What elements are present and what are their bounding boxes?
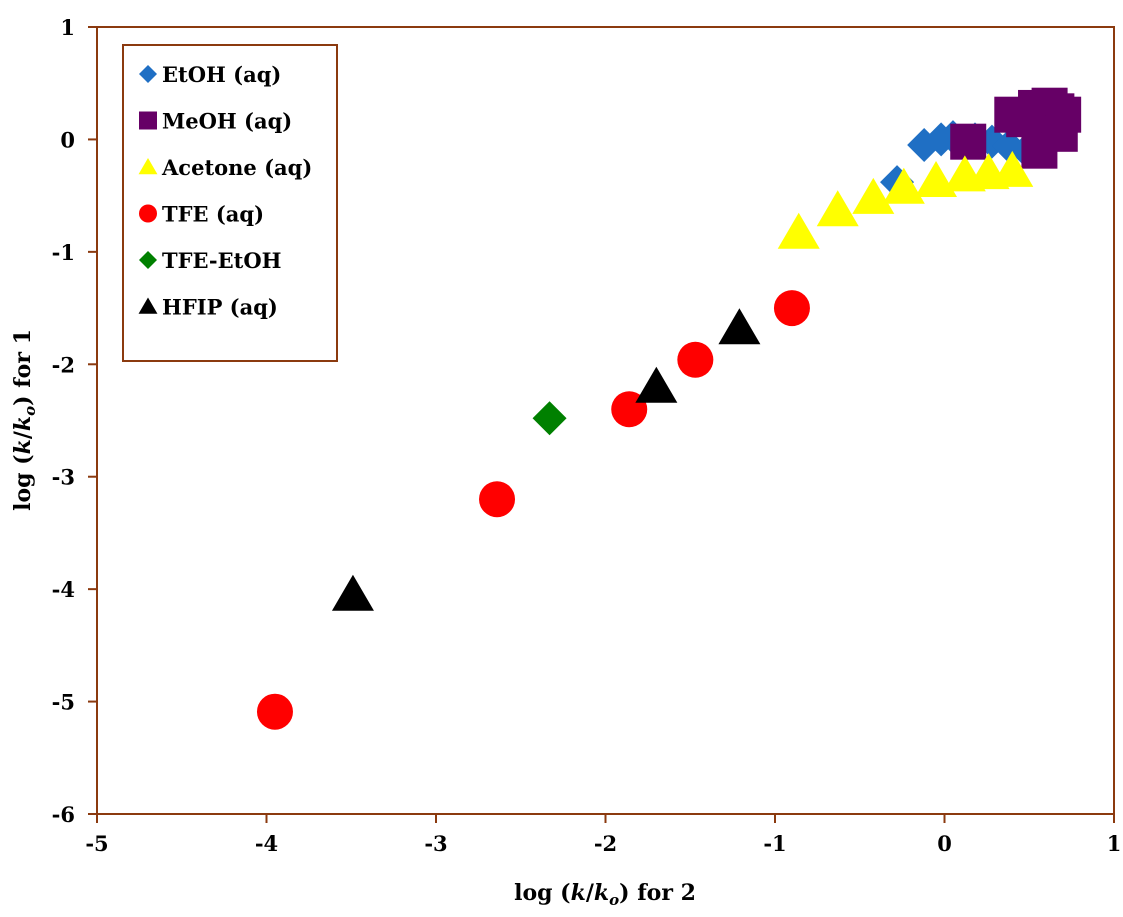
y-tick-label: -5 <box>52 690 75 715</box>
x-tick-label: -1 <box>763 831 786 856</box>
y-tick-label: 1 <box>60 15 75 40</box>
legend-marker-tfe-aq <box>139 204 157 223</box>
x-axis-ticks: -5 -4 -3 -2 -1 0 1 <box>85 814 1121 856</box>
data-point-acetone-aq <box>882 167 925 204</box>
legend-marker-meoh-aq <box>139 111 157 130</box>
data-point-hfip-aq <box>635 366 678 403</box>
x-axis-title-k: k <box>571 880 586 906</box>
legend-marker-etoh-aq <box>139 65 157 83</box>
y-tick-label: 0 <box>60 127 75 152</box>
legend-marker-hfip-aq <box>138 297 158 314</box>
x-tick-label: -5 <box>85 831 108 856</box>
legend-label-tfe-aq: TFE (aq) <box>162 202 264 227</box>
data-point-tfe-aq <box>677 341 714 378</box>
y-axis-title-subscript: o <box>21 406 39 416</box>
data-point-meoh-aq <box>1041 115 1078 152</box>
x-axis-title-suffix: ) for 2 <box>619 880 696 906</box>
legend-box <box>122 44 338 362</box>
data-point-meoh-aq <box>950 123 987 160</box>
x-tick-label: 1 <box>1107 831 1122 856</box>
y-axis-ticks: 1 0 -1 -2 -3 -4 -5 -6 <box>52 15 97 827</box>
x-tick-label: 0 <box>937 831 952 856</box>
y-tick-label: -4 <box>52 577 75 602</box>
x-axis-title-prefix: log ( <box>514 880 570 906</box>
x-tick-label: -3 <box>424 831 447 856</box>
legend-label-tfe-etoh: TFE-EtOH <box>162 248 282 273</box>
y-tick-label: -3 <box>52 465 75 490</box>
data-point-tfe-aq <box>256 693 293 730</box>
data-point-acetone-aq <box>852 177 895 214</box>
x-tick-label: -2 <box>594 831 617 856</box>
data-point-acetone-aq <box>991 150 1034 187</box>
legend-label-acetone-aq: Acetone (aq) <box>161 155 312 180</box>
x-axis-title-k2: k <box>594 880 609 906</box>
y-tick-label: -1 <box>52 240 75 265</box>
y-axis-title: log (k/ko) for 1 <box>10 329 39 511</box>
y-tick-label: -2 <box>52 352 75 377</box>
y-axis-title-prefix: log ( <box>10 454 36 510</box>
x-axis-title-subscript: o <box>609 891 619 909</box>
data-point-tfe-aq <box>773 290 810 327</box>
data-point-tfe-etoh <box>532 401 567 436</box>
x-axis-title-slash: / <box>586 880 595 906</box>
y-tick-label: -6 <box>52 802 75 827</box>
x-axis-title: log (k/ko) for 2 <box>514 880 696 909</box>
data-point-tfe-aq <box>479 481 516 518</box>
y-axis-title-k2: k <box>10 416 36 431</box>
data-point-hfip-aq <box>331 574 374 611</box>
data-point-etoh-aq <box>991 129 1026 164</box>
x-tick-label: -4 <box>255 831 278 856</box>
data-point-acetone-aq <box>816 190 859 227</box>
legend-label-meoh-aq: MeOH (aq) <box>162 109 292 134</box>
legend-marker-tfe-etoh <box>139 251 157 269</box>
legend: EtOH (aq) MeOH (aq) Acetone (aq) TFE (aq) TF… <box>122 44 338 362</box>
legend-label-etoh-aq: EtOH (aq) <box>162 62 281 87</box>
y-axis-title-suffix: ) for 1 <box>10 329 36 406</box>
data-points-layer <box>256 87 1082 730</box>
legend-marker-acetone-aq <box>138 158 158 175</box>
legend-label-hfip-aq: HFIP (aq) <box>162 295 278 320</box>
data-point-acetone-aq <box>777 212 820 249</box>
data-point-hfip-aq <box>718 308 761 345</box>
y-axis-title-k: k <box>10 439 36 454</box>
y-axis-title-slash: / <box>10 430 36 439</box>
